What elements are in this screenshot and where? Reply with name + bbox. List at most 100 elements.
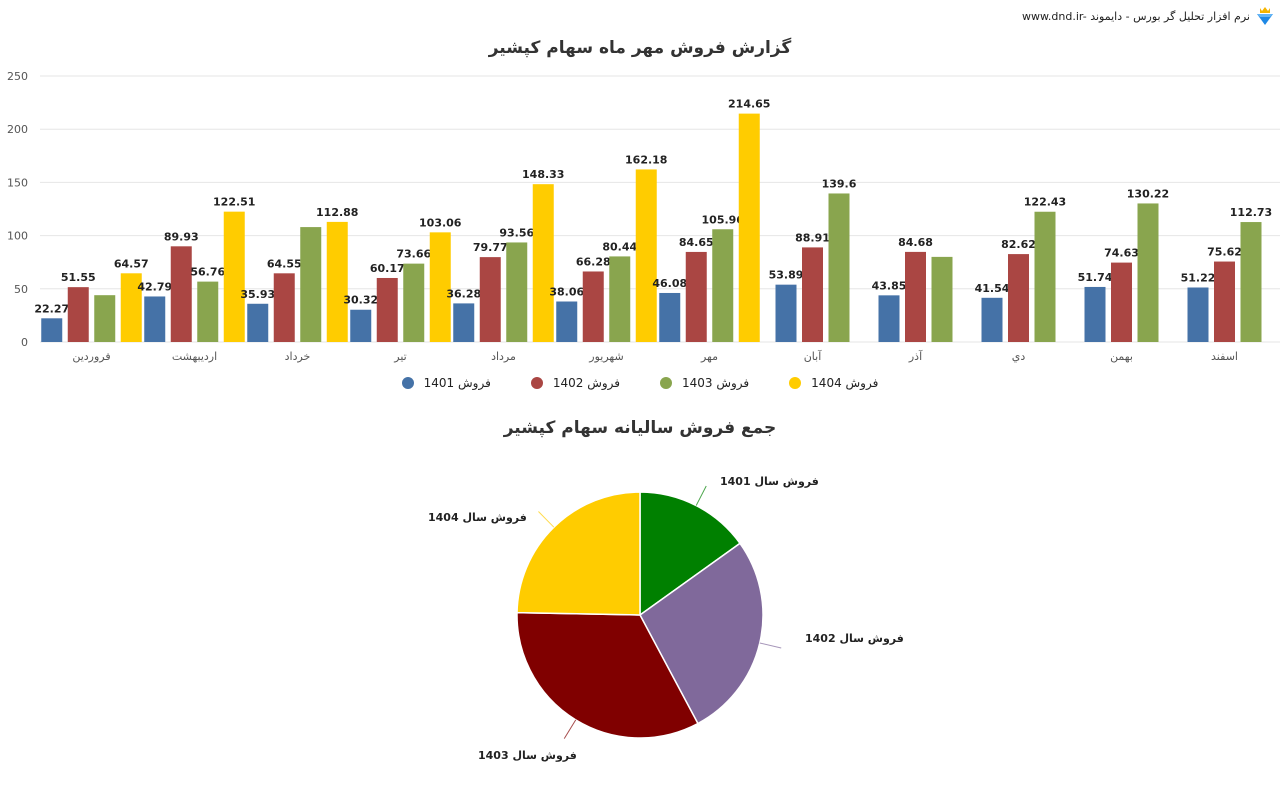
- x-category-label: اردیبهشت: [172, 350, 217, 363]
- bar-value-label: 84.68: [898, 236, 933, 249]
- bar[interactable]: [1111, 262, 1132, 342]
- pie-label: فروش سال 1403: [478, 749, 577, 762]
- bar[interactable]: [197, 281, 219, 342]
- legend-dot-icon: [789, 377, 802, 389]
- bar[interactable]: [685, 251, 707, 342]
- bar[interactable]: [828, 193, 850, 342]
- bar[interactable]: [403, 263, 425, 342]
- x-category-label: شهریور: [588, 350, 623, 363]
- bar[interactable]: [635, 169, 657, 342]
- pie-connector: [695, 485, 707, 506]
- bar[interactable]: [981, 297, 1003, 342]
- bar[interactable]: [223, 211, 245, 342]
- bar[interactable]: [120, 273, 142, 342]
- bar[interactable]: [802, 247, 823, 342]
- pie-connector: [563, 719, 577, 739]
- pie-slice[interactable]: [516, 491, 641, 616]
- legend-label: فروش 1403: [682, 376, 750, 390]
- bar[interactable]: [556, 301, 578, 342]
- bar-value-label: 38.06: [549, 286, 584, 299]
- bar[interactable]: [479, 257, 501, 342]
- bar[interactable]: [376, 277, 398, 342]
- x-category-label: آذر: [908, 349, 923, 363]
- bar-value-label: 103.06: [419, 216, 462, 229]
- x-category-label: اسفند: [1211, 350, 1238, 363]
- bar[interactable]: [659, 292, 681, 342]
- x-category-label: بهمن: [1110, 350, 1133, 363]
- bar-chart-legend: فروش 1404 فروش 1403 فروش 1402 فروش 1401: [0, 376, 1280, 390]
- bar[interactable]: [1008, 254, 1029, 342]
- bar-value-label: 42.79: [137, 280, 172, 293]
- y-tick-label: 50: [14, 283, 28, 296]
- bar[interactable]: [738, 113, 760, 342]
- x-category-label: مهر: [700, 350, 718, 363]
- legend-item[interactable]: فروش 1402: [530, 376, 620, 390]
- legend-dot-icon: [530, 377, 543, 389]
- legend-item[interactable]: فروش 1401: [401, 376, 491, 390]
- bar-value-label: 80.44: [602, 240, 637, 253]
- bar-value-label: 64.55: [267, 257, 302, 270]
- bar[interactable]: [41, 318, 63, 342]
- brand-header: www.dnd.ir- نرم افزار تحلیل گر بورس - دا…: [1022, 6, 1276, 26]
- bar-value-label: 162.18: [625, 153, 667, 166]
- bar[interactable]: [931, 256, 953, 342]
- bar[interactable]: [429, 232, 451, 342]
- bar[interactable]: [300, 227, 322, 342]
- bar-value-label: 130.22: [1127, 187, 1169, 200]
- y-tick-label: 250: [7, 70, 28, 83]
- bar-value-label: 84.65: [679, 236, 714, 249]
- x-category-label: تیر: [393, 350, 406, 363]
- bar[interactable]: [1214, 261, 1235, 342]
- pie-label: فروش سال 1404: [428, 511, 527, 524]
- bar[interactable]: [273, 273, 295, 342]
- bar[interactable]: [1187, 287, 1209, 342]
- bar-value-label: 60.17: [370, 262, 405, 275]
- pie-label: فروش سال 1401: [720, 475, 819, 488]
- bar-value-label: 53.89: [769, 269, 804, 282]
- pie-chart-title: جمع فروش سالیانه سهام کپشیر: [503, 418, 777, 438]
- bar[interactable]: [94, 295, 116, 342]
- bar-value-label: 51.55: [61, 271, 96, 284]
- pie-connector: [759, 642, 782, 649]
- bar[interactable]: [453, 303, 475, 342]
- bar[interactable]: [712, 229, 734, 342]
- legend-item[interactable]: فروش 1404: [789, 376, 878, 390]
- pie-chart: فروش سال 1401 فروش سال 1402 فروش سال 1403 ف…: [428, 475, 904, 762]
- bar[interactable]: [905, 251, 926, 342]
- bar[interactable]: [170, 246, 192, 342]
- bar[interactable]: [1084, 286, 1106, 342]
- y-tick-label: 200: [7, 123, 28, 136]
- bar[interactable]: [609, 256, 631, 342]
- bar-value-label: 43.85: [872, 279, 907, 292]
- pie-slice[interactable]: [639, 542, 764, 725]
- bar[interactable]: [775, 284, 797, 342]
- bar-value-label: 112.88: [316, 206, 358, 219]
- bar-value-label: 75.62: [1207, 246, 1242, 259]
- bar-value-label: 51.74: [1078, 271, 1113, 284]
- bar-value-label: 30.32: [343, 294, 378, 307]
- bar-value-label: 74.63: [1104, 247, 1139, 260]
- bar[interactable]: [1034, 211, 1056, 342]
- pie-slice[interactable]: [639, 491, 742, 617]
- bar[interactable]: [350, 309, 372, 342]
- bar-value-label: 122.43: [1024, 196, 1066, 209]
- bar[interactable]: [144, 296, 166, 342]
- bar-value-label: 64.57: [114, 257, 149, 270]
- bar[interactable]: [1137, 203, 1159, 342]
- y-tick-label: 150: [7, 176, 28, 189]
- bar-value-label: 139.6: [822, 177, 857, 190]
- bar[interactable]: [532, 184, 554, 342]
- legend-label: فروش 1401: [423, 376, 491, 390]
- bar[interactable]: [582, 271, 604, 342]
- bar[interactable]: [878, 295, 900, 342]
- bar[interactable]: [326, 221, 348, 342]
- bar[interactable]: [67, 287, 89, 342]
- legend-item[interactable]: فروش 1403: [660, 376, 749, 390]
- legend-label: فروش 1402: [552, 376, 620, 390]
- bar-value-label: 79.77: [473, 241, 508, 254]
- bar-value-label: 93.56: [499, 226, 534, 239]
- bar-value-label: 51.22: [1181, 272, 1216, 285]
- bar[interactable]: [506, 242, 528, 342]
- bar[interactable]: [247, 303, 269, 342]
- bar[interactable]: [1240, 222, 1262, 342]
